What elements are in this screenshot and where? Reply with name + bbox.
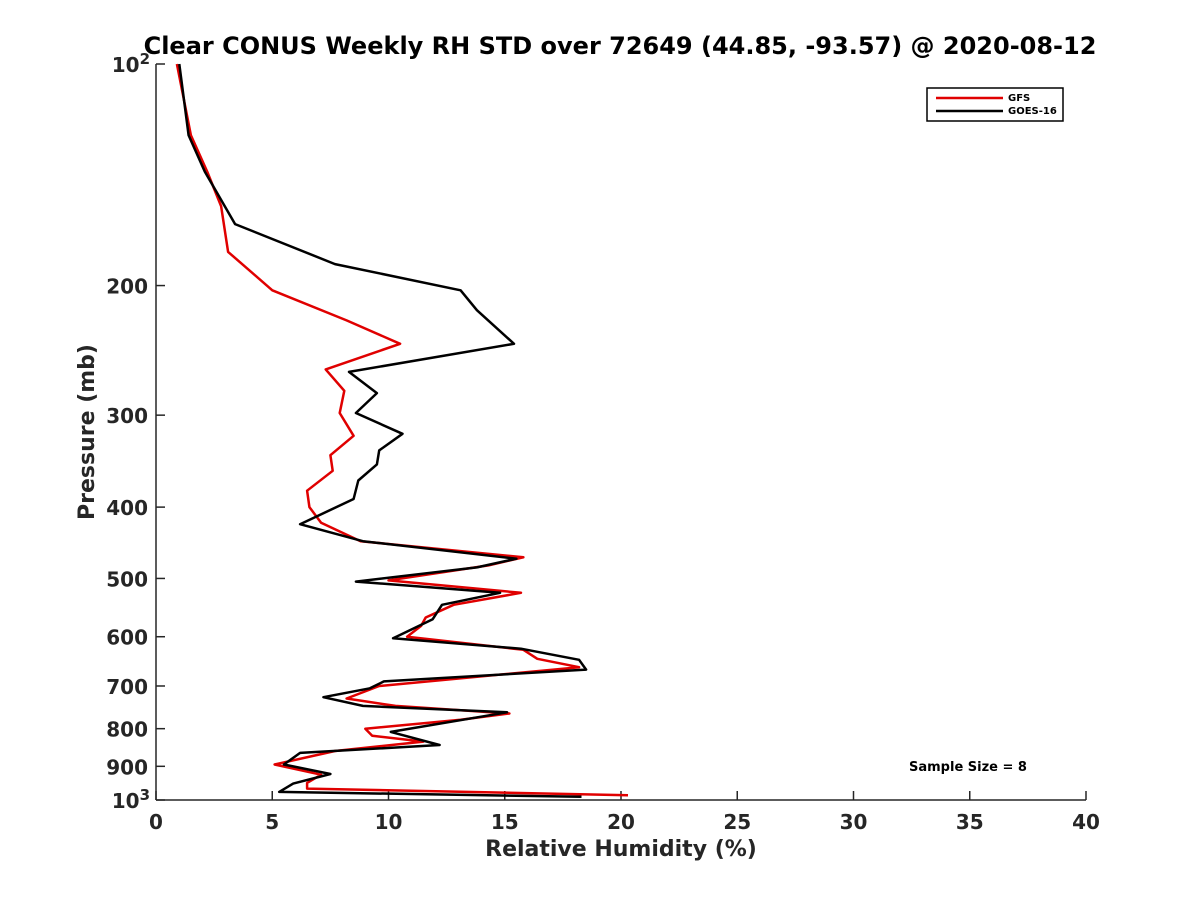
series-lines bbox=[175, 63, 629, 799]
chart-title: Clear CONUS Weekly RH STD over 72649 (44… bbox=[144, 32, 1097, 60]
y-tick-label: 103 bbox=[112, 786, 150, 813]
legend-label-goes16: GOES-16 bbox=[1008, 106, 1057, 117]
x-axis-label: Relative Humidity (%) bbox=[485, 837, 757, 862]
x-tick-label: 10 bbox=[375, 810, 403, 834]
legend-box bbox=[926, 87, 1064, 122]
y-tick-label: 900 bbox=[106, 755, 148, 779]
x-tick-label: 0 bbox=[149, 810, 163, 834]
y-axis-label: Pressure (mb) bbox=[75, 344, 100, 520]
y-tick-label: 300 bbox=[106, 404, 148, 428]
sample-size-annotation: Sample Size = 8 bbox=[909, 760, 1027, 775]
legend-label-gfs: GFS bbox=[1008, 93, 1030, 104]
series-line-gfs bbox=[175, 63, 629, 797]
x-tick-label: 35 bbox=[956, 810, 984, 834]
y-tick-label: 800 bbox=[106, 718, 148, 742]
y-tick-label: 700 bbox=[106, 675, 148, 699]
legend: GFS GOES-16 bbox=[926, 87, 1064, 122]
x-tick-label: 20 bbox=[607, 810, 635, 834]
y-tick-label: 600 bbox=[106, 626, 148, 650]
x-tick-label: 30 bbox=[840, 810, 868, 834]
x-ticks: 0 5 10 15 20 25 30 35 40 bbox=[149, 791, 1100, 834]
y-ticks: 102 200 300 400 500 600 700 800 900 103 bbox=[106, 50, 165, 813]
x-tick-label: 25 bbox=[723, 810, 751, 834]
y-tick-label: 500 bbox=[106, 567, 148, 591]
series-line-goes-16 bbox=[178, 63, 588, 799]
y-tick-label: 102 bbox=[112, 50, 150, 77]
x-tick-label: 40 bbox=[1072, 810, 1100, 834]
y-tick-label: 400 bbox=[106, 496, 148, 520]
x-tick-label: 15 bbox=[491, 810, 519, 834]
y-tick-label: 200 bbox=[106, 275, 148, 299]
x-tick-label: 5 bbox=[265, 810, 279, 834]
